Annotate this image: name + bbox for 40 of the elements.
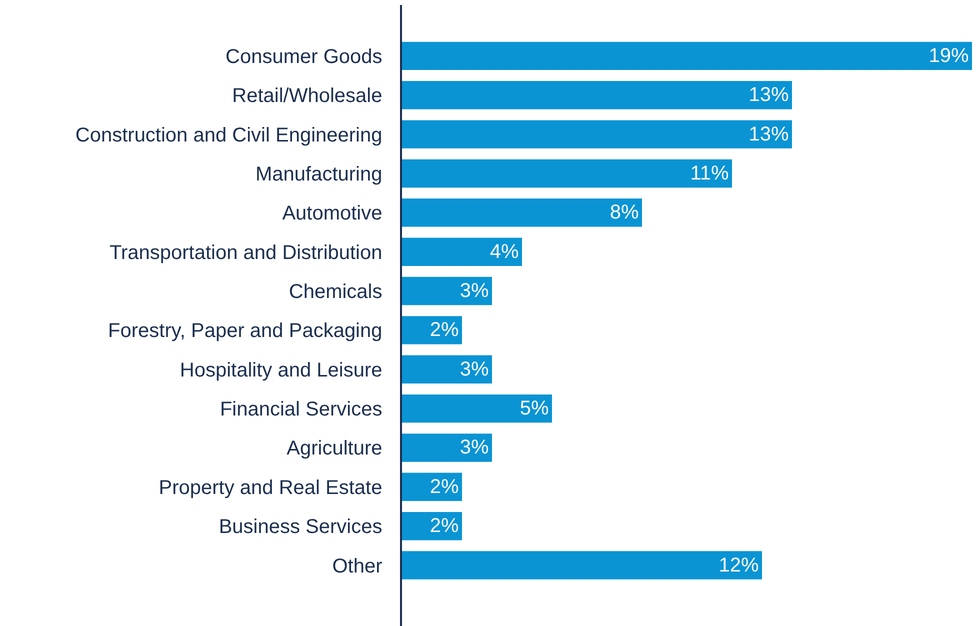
y-tick-label: Business Services bbox=[218, 516, 382, 538]
data-label: 19% bbox=[928, 44, 969, 67]
bar bbox=[402, 159, 732, 188]
y-tick-label: Agriculture bbox=[286, 438, 382, 460]
data-label: 3% bbox=[460, 436, 489, 459]
bar bbox=[402, 394, 552, 423]
y-tick-label: Transportation and Distribution bbox=[110, 242, 382, 264]
bar bbox=[402, 120, 792, 148]
bar bbox=[402, 276, 492, 306]
y-tick-label: Hospitality and Leisure bbox=[180, 359, 382, 382]
y-tick-label: Financial Services bbox=[220, 398, 382, 421]
y-tick-label: Property and Real Estate bbox=[158, 476, 382, 499]
data-label: 2% bbox=[430, 319, 459, 342]
y-tick-label: Consumer Goods bbox=[226, 46, 382, 68]
bar bbox=[402, 42, 972, 70]
y-tick-label: Construction and Civil Engineering bbox=[75, 124, 382, 146]
data-label: 3% bbox=[460, 280, 489, 302]
data-label: 12% bbox=[718, 554, 759, 576]
y-tick-label: Chemicals bbox=[288, 281, 382, 304]
y-tick-label: Other bbox=[332, 555, 383, 578]
bar bbox=[402, 81, 792, 110]
data-label: 13% bbox=[748, 123, 789, 146]
y-tick-label: Forestry, Paper and Packaging bbox=[108, 320, 382, 342]
bar bbox=[402, 198, 642, 227]
data-label: 11% bbox=[690, 162, 729, 184]
bar bbox=[402, 434, 492, 462]
data-label: 2% bbox=[430, 476, 459, 498]
data-label: 13% bbox=[748, 84, 789, 106]
y-tick-label: Automotive bbox=[282, 202, 382, 225]
y-tick-label: Manufacturing bbox=[256, 163, 382, 186]
bar bbox=[402, 355, 492, 384]
bar bbox=[402, 551, 762, 580]
bar bbox=[402, 238, 522, 266]
data-label: 2% bbox=[430, 515, 459, 538]
data-label: 3% bbox=[460, 358, 489, 380]
data-label: 4% bbox=[490, 240, 519, 263]
data-label: 5% bbox=[520, 398, 549, 420]
data-label: 8% bbox=[610, 202, 639, 224]
y-tick-label: Retail/Wholesale bbox=[232, 85, 382, 108]
bar bbox=[402, 316, 462, 344]
